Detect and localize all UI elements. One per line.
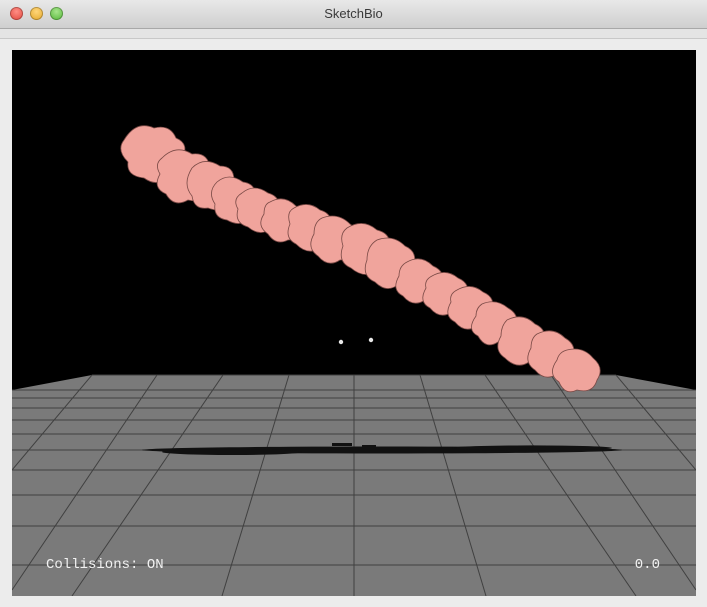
hud-collisions: Collisions: ON (46, 557, 164, 573)
molecule-filament[interactable] (120, 125, 601, 393)
molecule-shadow (142, 443, 622, 455)
scene-canvas[interactable] (12, 50, 696, 596)
toolbar-strip (0, 29, 707, 39)
light-marker-right (368, 337, 374, 343)
window-title: SketchBio (324, 6, 383, 21)
minimize-window-button[interactable] (30, 7, 43, 20)
close-window-button[interactable] (10, 7, 23, 20)
title-bar[interactable]: SketchBio (0, 0, 707, 29)
3d-viewport[interactable]: Collisions: ON Springs: ON Mode: Edit Co… (12, 50, 696, 596)
hud-time: 0.0 (634, 557, 660, 573)
hud-status: Collisions: ON Springs: ON Mode: Edit Co… (46, 520, 189, 596)
light-marker-left (338, 339, 344, 345)
zoom-window-button[interactable] (50, 7, 63, 20)
